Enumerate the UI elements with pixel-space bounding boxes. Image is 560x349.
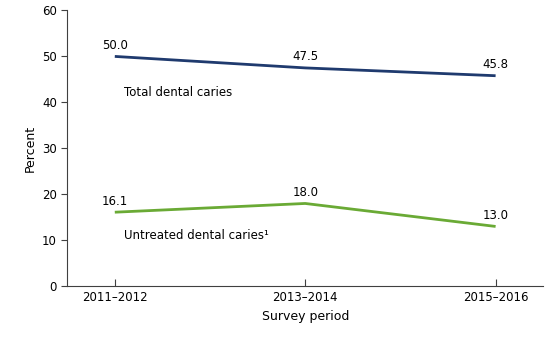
Text: 18.0: 18.0 bbox=[292, 186, 318, 199]
Text: 47.5: 47.5 bbox=[292, 50, 318, 63]
Y-axis label: Percent: Percent bbox=[24, 125, 36, 172]
Text: 13.0: 13.0 bbox=[483, 209, 508, 222]
Text: 50.0: 50.0 bbox=[102, 39, 128, 52]
X-axis label: Survey period: Survey period bbox=[262, 310, 349, 322]
Text: 16.1: 16.1 bbox=[102, 195, 128, 208]
Text: Untreated dental caries¹: Untreated dental caries¹ bbox=[124, 229, 269, 242]
Text: 45.8: 45.8 bbox=[483, 58, 508, 71]
Text: Total dental caries: Total dental caries bbox=[124, 86, 232, 99]
